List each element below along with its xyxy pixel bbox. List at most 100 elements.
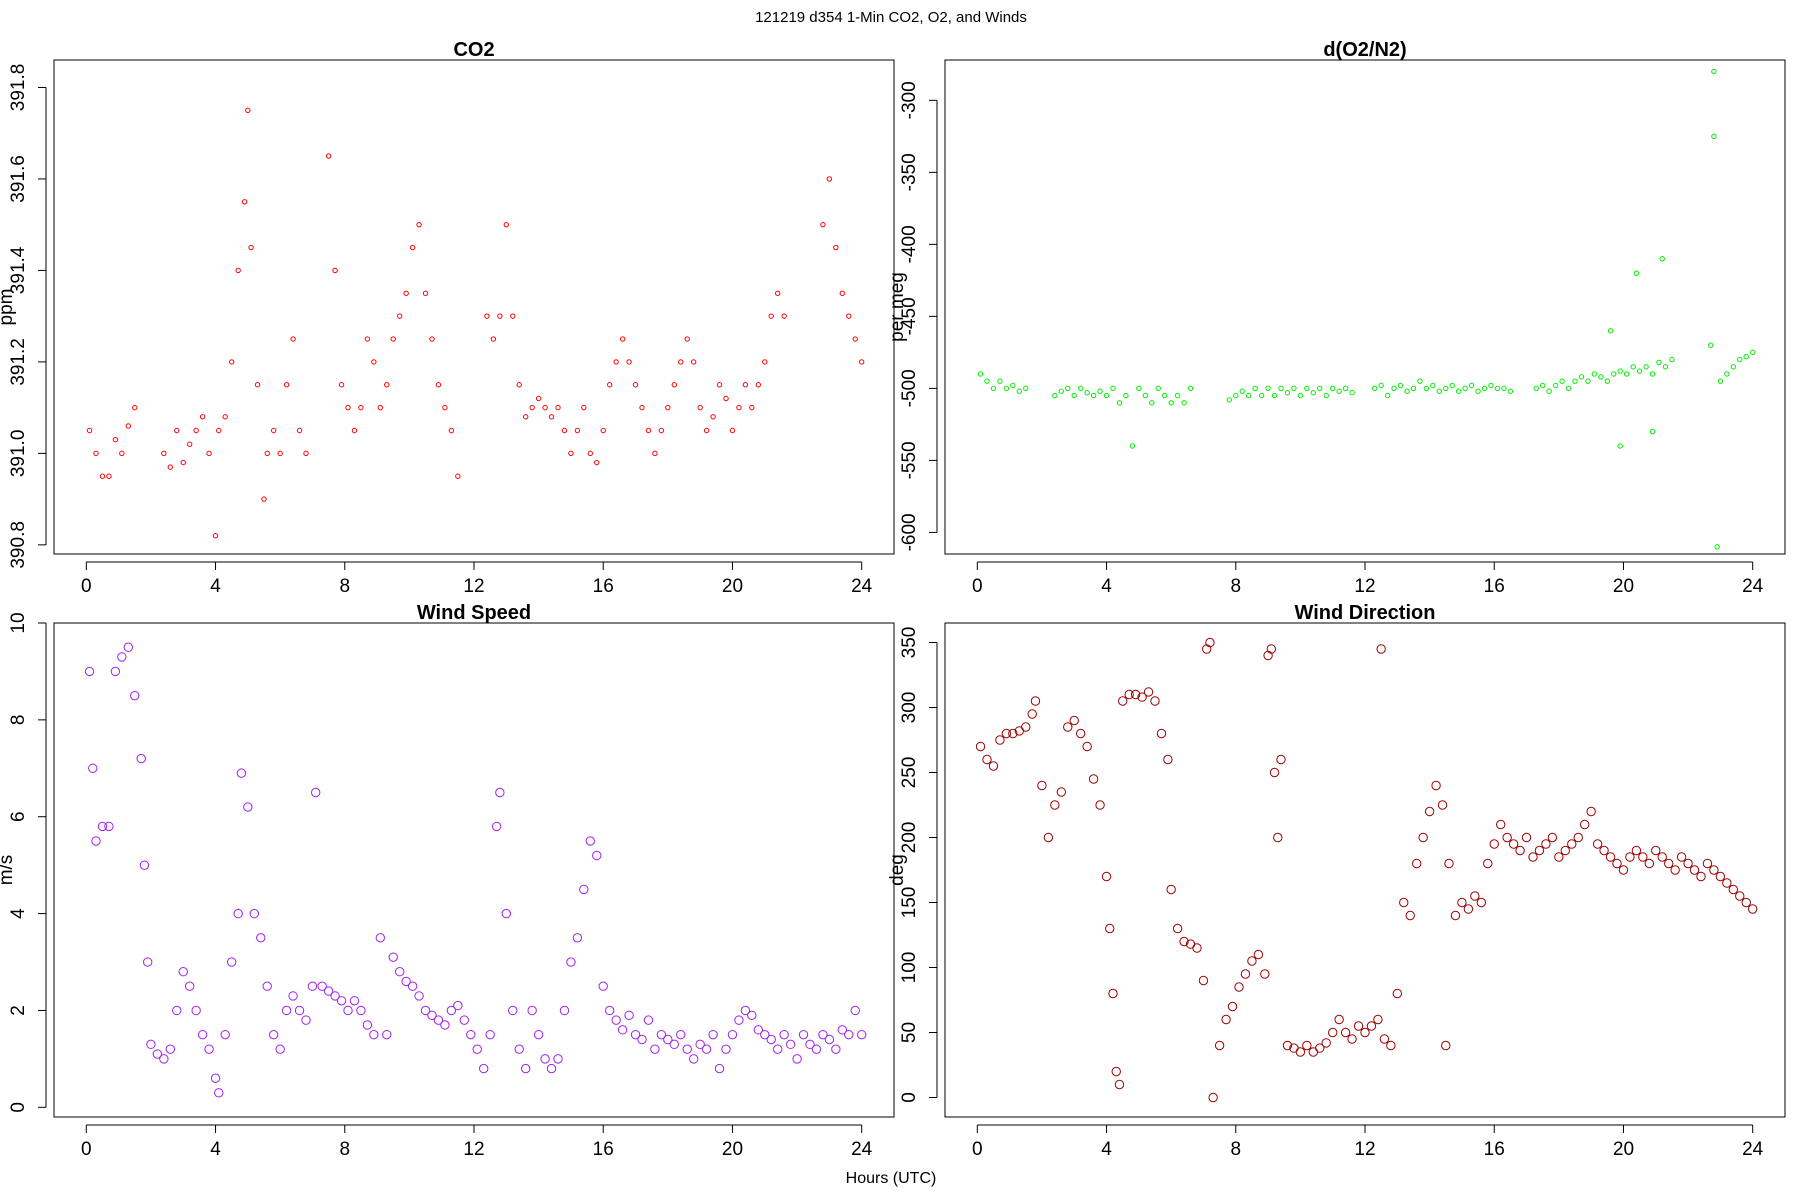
data-point (191, 1005, 201, 1016)
data-point (270, 427, 277, 434)
data-point (656, 1029, 667, 1040)
data-point (716, 382, 723, 388)
data-point (1379, 1034, 1390, 1044)
data-point (1136, 385, 1142, 392)
data-point (1276, 754, 1286, 765)
x-tick-label: 8 (1230, 576, 1241, 597)
data-point (1208, 1092, 1218, 1103)
data-point (1636, 368, 1643, 374)
data-point (1656, 359, 1662, 366)
data-point (459, 1015, 470, 1025)
data-point (837, 1025, 848, 1035)
y-tick-label: 391.8 (8, 64, 29, 112)
x-tick-label: 8 (1230, 1139, 1241, 1160)
data-point (1198, 975, 1209, 986)
data-point (1278, 385, 1284, 392)
y-axis-label: m/s (0, 855, 17, 886)
data-point (1689, 865, 1700, 875)
data-point (820, 221, 826, 228)
data-point (1572, 378, 1578, 384)
data-point (375, 933, 386, 943)
data-point (110, 666, 121, 677)
data-point (639, 404, 645, 411)
data-point (1579, 819, 1590, 830)
data-point (1397, 382, 1404, 389)
data-point (1327, 1027, 1338, 1038)
data-point (307, 981, 318, 991)
data-point (669, 1039, 680, 1050)
data-point (1027, 709, 1037, 719)
data-point (1494, 385, 1501, 392)
data-point (1233, 392, 1239, 399)
data-point (1239, 388, 1245, 394)
data-point (1683, 858, 1693, 869)
data-point (1630, 364, 1636, 370)
data-point (1392, 988, 1403, 999)
data-point (484, 313, 490, 319)
data-point (1410, 385, 1417, 392)
data-point (579, 884, 589, 895)
data-point (1174, 392, 1181, 399)
data-point (1743, 353, 1749, 360)
y-tick-label: 10 (8, 612, 29, 633)
data-point (338, 382, 345, 388)
data-point (1349, 389, 1355, 396)
data-point (594, 459, 600, 466)
data-point (703, 427, 710, 434)
data-point (290, 336, 296, 342)
data-point (1711, 133, 1717, 140)
x-tick-label: 16 (1484, 1139, 1505, 1160)
data-point (990, 385, 997, 392)
data-point (1321, 1038, 1331, 1048)
chart-panel-2: d(O2/N2)0 4 8 12 16 20 24-600-550-500-450-400-… (887, 39, 1786, 597)
data-point (714, 1063, 725, 1074)
data-point (1749, 349, 1756, 356)
data-point (772, 1044, 783, 1054)
data-point (858, 359, 865, 365)
data-point (742, 382, 749, 388)
y-tick-label: 8 (8, 715, 29, 726)
data-point (1384, 392, 1391, 399)
data-point (1056, 787, 1067, 797)
y-tick-label: 390.8 (8, 521, 29, 569)
data-point (245, 107, 251, 114)
data-point (1501, 385, 1507, 392)
data-point (555, 404, 561, 411)
data-point (1430, 382, 1436, 389)
data-point (1663, 858, 1674, 869)
data-point (382, 1029, 392, 1040)
data-point (1077, 385, 1084, 392)
data-point (1052, 392, 1058, 399)
data-point (401, 976, 411, 987)
data-point (1161, 392, 1168, 399)
data-point (1644, 858, 1655, 869)
data-point (1023, 385, 1029, 392)
data-point (1172, 923, 1183, 934)
data-point (427, 1010, 437, 1020)
x-tick-label: 20 (722, 576, 743, 597)
data-point (1541, 839, 1551, 849)
plot-frame (944, 59, 1786, 555)
data-point (1605, 852, 1616, 862)
x-tick-label: 4 (1101, 1139, 1112, 1160)
data-point (520, 1063, 531, 1074)
data-point (220, 1029, 230, 1040)
y-axis: 0 50 100 150 200 250 300 350 (899, 627, 938, 1103)
data-point (1008, 728, 1018, 739)
data-point (548, 414, 555, 420)
data-point (1117, 696, 1128, 706)
data-point (697, 404, 703, 411)
data-point (632, 382, 639, 388)
data-point (1297, 392, 1304, 399)
data-point (178, 967, 188, 977)
data-point (228, 359, 235, 365)
data-point (844, 1029, 854, 1040)
x-tick-label: 0 (81, 576, 92, 597)
data-point (824, 1034, 835, 1045)
data-point (995, 735, 1005, 745)
data-point (585, 836, 596, 846)
data-point (1317, 385, 1323, 392)
data-point (1142, 392, 1149, 399)
data-point (1443, 385, 1449, 392)
